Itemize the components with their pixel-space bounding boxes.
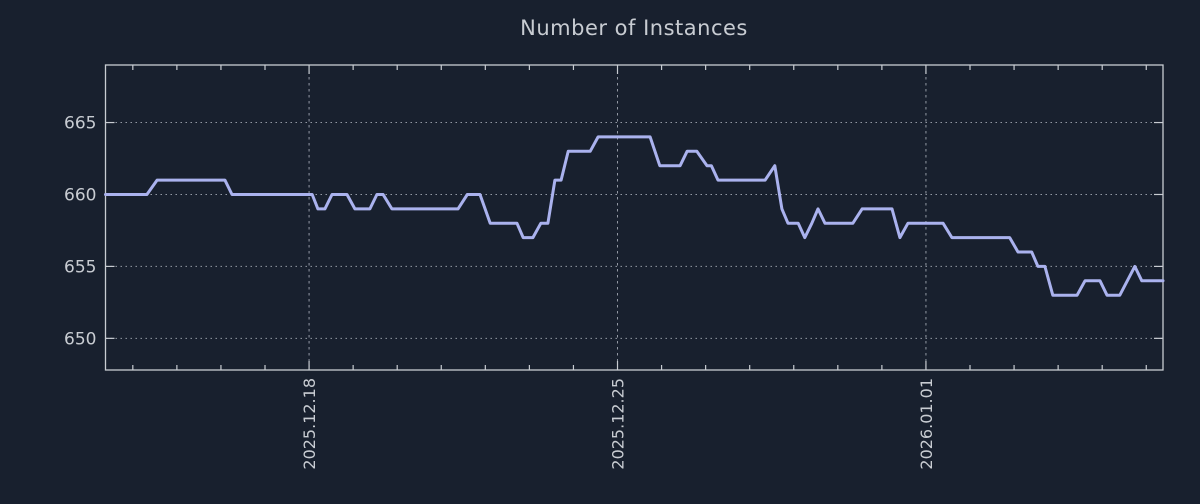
x-tick-label: 2025.12.18 <box>300 378 319 470</box>
plot-border <box>104 64 1164 371</box>
y-tick-label: 660 <box>64 185 96 205</box>
y-tick-label: 655 <box>64 257 96 277</box>
y-tick-label: 650 <box>64 329 96 349</box>
x-tick-label: 2025.12.25 <box>609 378 628 470</box>
chart-title: Number of Instances <box>520 16 748 40</box>
y-tick-label: 665 <box>64 114 96 134</box>
series-line-instances <box>104 135 1165 297</box>
x-tick-label: 2026.01.01 <box>917 378 936 470</box>
